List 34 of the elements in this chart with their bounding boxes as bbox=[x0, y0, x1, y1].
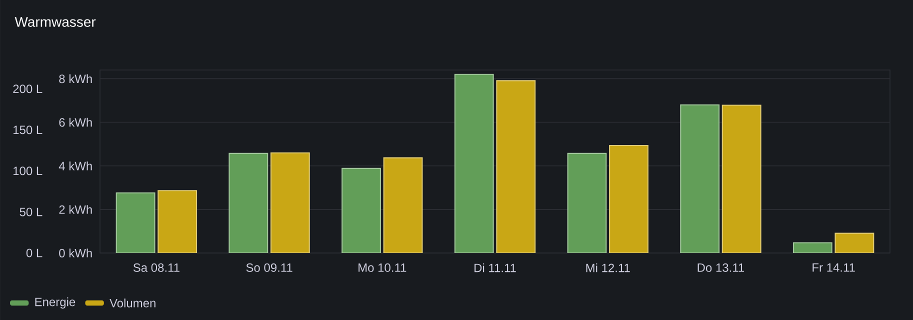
y-tick-label: 6 kWh bbox=[59, 118, 92, 127]
legend-label: Energie bbox=[35, 297, 76, 309]
legend-label: Volumen bbox=[110, 298, 156, 308]
x-tick-label: Sa 08.11 bbox=[133, 263, 180, 272]
y2-tick-label: 50 L bbox=[20, 208, 42, 216]
x-tick-label: So 09.11 bbox=[246, 263, 292, 272]
bar bbox=[609, 144, 648, 253]
bar bbox=[116, 192, 156, 253]
bar bbox=[496, 80, 536, 253]
y-tick-label: 2 kWh bbox=[59, 205, 92, 214]
x-tick-label: Mi 12.11 bbox=[586, 263, 630, 272]
bar bbox=[383, 157, 423, 253]
bar bbox=[792, 242, 832, 253]
bar bbox=[722, 104, 762, 253]
bar bbox=[680, 104, 720, 253]
y2-tick-label: 150 L bbox=[14, 126, 42, 134]
y-tick-label: 8 kWh bbox=[59, 74, 92, 84]
bar bbox=[567, 152, 607, 253]
x-tick-label: Mo 10.11 bbox=[358, 263, 406, 272]
y2-tick-label: 100 L bbox=[14, 166, 42, 176]
y-tick-label: 0 kWh bbox=[59, 248, 92, 258]
x-tick-label: Do 13.11 bbox=[698, 263, 744, 272]
y-tick-label: 4 kWh bbox=[58, 161, 92, 170]
bar bbox=[270, 152, 310, 253]
bar bbox=[158, 190, 198, 253]
x-tick-label: Fr 14.11 bbox=[812, 263, 855, 272]
bar bbox=[834, 232, 874, 253]
y2-tick-label: 200 L bbox=[13, 84, 42, 94]
chart-title: Warmwasser bbox=[14, 17, 96, 27]
bar bbox=[454, 74, 494, 253]
bar bbox=[228, 152, 268, 253]
y2-tick-label: 0 L bbox=[26, 248, 42, 258]
bar bbox=[342, 168, 381, 253]
x-tick-label: Di 11.11 bbox=[474, 263, 516, 272]
